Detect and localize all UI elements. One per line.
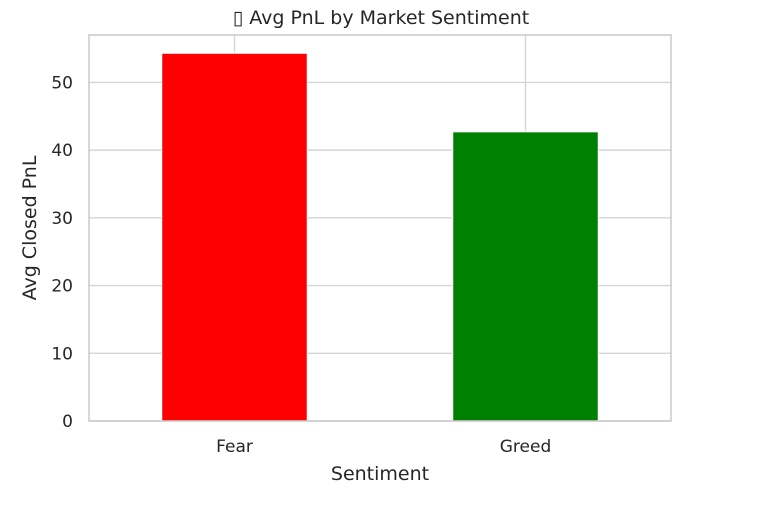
x-tick-label: Fear xyxy=(216,437,253,457)
bars xyxy=(161,52,599,422)
y-tick-label: 10 xyxy=(51,344,73,364)
chart-title: ▯ Avg PnL by Market Sentiment xyxy=(233,7,529,29)
y-tick-labels: 0 10 20 30 40 50 xyxy=(51,73,73,432)
x-tick-label: Greed xyxy=(500,437,552,457)
y-axis-title: Avg Closed PnL xyxy=(19,155,41,300)
x-tick-labels: Fear Greed xyxy=(216,437,551,457)
y-tick-label: 20 xyxy=(51,277,73,297)
y-tick-label: 0 xyxy=(62,412,73,432)
bar-greed xyxy=(452,131,599,422)
bar-fear xyxy=(161,52,308,422)
y-tick-label: 50 xyxy=(51,73,73,93)
y-tick-label: 30 xyxy=(51,209,73,229)
x-axis-title: Sentiment xyxy=(331,463,429,485)
plot-frame xyxy=(88,34,672,422)
y-tick-label: 40 xyxy=(51,141,73,161)
